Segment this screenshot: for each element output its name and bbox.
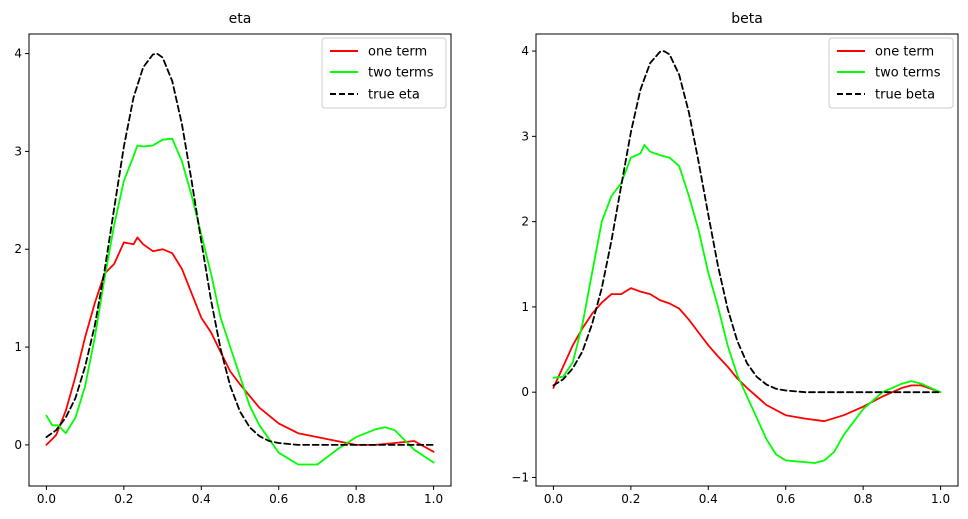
beta-plot-frame xyxy=(535,33,959,487)
eta-y-tick-label: 4 xyxy=(14,47,22,61)
eta-y-tick-label: 2 xyxy=(14,242,22,256)
beta-x-tick-label: 1.0 xyxy=(931,492,950,506)
eta-x-axis: 0.0 0.2 0.4 0.6 0.8 1.0 xyxy=(37,486,443,506)
eta-series-lines xyxy=(45,52,435,466)
beta-y-tick-label: 0 xyxy=(521,385,529,399)
beta-x-axis: 0.0 0.2 0.4 0.6 0.8 1.0 xyxy=(544,486,950,506)
eta-x-tick-label: 0.8 xyxy=(347,492,366,506)
eta-line-one-term xyxy=(45,236,435,453)
eta-x-tick-label: 0.6 xyxy=(269,492,288,506)
beta-line-one-term xyxy=(552,287,942,423)
beta-chart-title: beta xyxy=(731,11,763,27)
beta-x-tick-label: 0.2 xyxy=(621,492,640,506)
beta-x-tick-label: 0.4 xyxy=(699,492,718,506)
eta-x-tick-label: 1.0 xyxy=(424,492,443,506)
beta-y-axis: −1 0 1 2 3 4 xyxy=(511,44,536,484)
beta-legend: one term two terms true beta xyxy=(828,37,954,109)
beta-legend-label-true-beta: true beta xyxy=(875,88,935,103)
beta-x-tick-label: 0.6 xyxy=(776,492,795,506)
eta-legend-label-two-terms: two terms xyxy=(368,66,434,81)
eta-chart-title: eta xyxy=(229,11,252,27)
beta-y-tick-label: 2 xyxy=(521,215,529,229)
beta-y-tick-label: −1 xyxy=(511,470,529,484)
beta-line-two-terms xyxy=(552,143,942,464)
eta-legend-box xyxy=(321,37,447,109)
eta-x-tick-label: 0.0 xyxy=(37,492,56,506)
eta-y-tick-label: 1 xyxy=(14,340,22,354)
beta-y-tick-label: 1 xyxy=(521,300,529,314)
eta-legend-label-one-term: one term xyxy=(368,45,427,60)
eta-plot-frame xyxy=(28,33,452,487)
eta-y-tick-label: 3 xyxy=(14,144,22,158)
beta-x-tick-label: 0.0 xyxy=(544,492,563,506)
eta-legend-label-true-eta: true eta xyxy=(368,88,420,103)
beta-legend-label-two-terms: two terms xyxy=(875,66,941,81)
eta-x-tick-label: 0.4 xyxy=(192,492,211,506)
beta-x-tick-label: 0.8 xyxy=(854,492,873,506)
beta-series-lines xyxy=(552,50,942,464)
beta-legend-box xyxy=(828,37,954,109)
beta-chart: beta 0.0 0.2 0.4 0.6 0.8 1.0 −1 0 1 2 3 4 one term… xyxy=(511,11,959,506)
eta-line-two-terms xyxy=(45,137,435,466)
eta-x-tick-label: 0.2 xyxy=(114,492,133,506)
eta-y-tick-label: 0 xyxy=(14,438,22,452)
eta-chart: eta 0.0 0.2 0.4 0.6 0.8 1.0 0 1 2 3 4 one term tw… xyxy=(14,11,452,506)
eta-y-axis: 0 1 2 3 4 xyxy=(14,47,29,452)
beta-line-true-beta xyxy=(552,50,942,394)
beta-y-tick-label: 4 xyxy=(521,44,529,58)
eta-line-true-eta xyxy=(45,52,435,446)
beta-y-tick-label: 3 xyxy=(521,129,529,143)
eta-legend: one term two terms true eta xyxy=(321,37,447,109)
beta-legend-label-one-term: one term xyxy=(875,45,934,60)
